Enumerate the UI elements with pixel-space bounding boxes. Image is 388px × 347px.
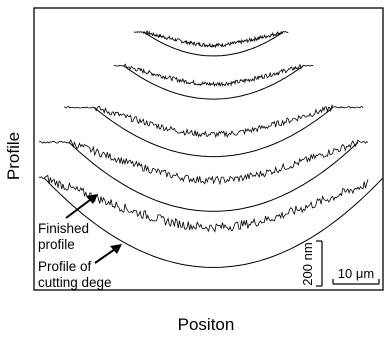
cutting-edge-profile-1 — [143, 31, 284, 57]
annotation-finished-line1: Finished — [38, 221, 89, 236]
annotation-finished-profile: Finished profile — [38, 194, 98, 252]
annotation-finished-arrowhead — [86, 194, 98, 204]
horizontal-scale-bar-label: 10 μm — [338, 266, 374, 281]
annotation-finished-label: Finished profile — [38, 221, 93, 252]
finished-profile-1 — [133, 30, 289, 49]
annotation-finished-arrow — [65, 196, 95, 219]
annotation-cutting-line1: Profile of — [38, 259, 92, 274]
cutting-edge-profile-3 — [93, 106, 334, 158]
annotation-finished-line2: profile — [38, 237, 75, 252]
annotation-cutting-label: Profile of cutting dege — [38, 259, 112, 290]
y-axis-label: Profile — [4, 132, 23, 180]
annotation-cutting-edge: Profile of cutting dege — [38, 244, 122, 290]
cutting-edge-profile-4 — [68, 141, 359, 212]
cutting-edge-profile-2 — [123, 65, 304, 100]
finished-profile-2 — [113, 63, 314, 88]
profile-curves — [38, 30, 384, 268]
annotation-cutting-arrowhead — [110, 244, 122, 254]
cutting-edge-profile-5 — [43, 177, 384, 268]
x-axis-label: Positon — [178, 315, 235, 334]
plot-frame — [33, 7, 384, 291]
vertical-scale-bar-label: 200 nm — [300, 242, 315, 285]
finished-profile-4 — [38, 139, 369, 186]
vertical-scale-bar: 200 nm — [300, 240, 323, 287]
finished-profile-3 — [63, 104, 364, 139]
annotation-cutting-line2: cutting dege — [38, 275, 112, 290]
horizontal-scale-bar: 10 μm — [332, 266, 380, 285]
